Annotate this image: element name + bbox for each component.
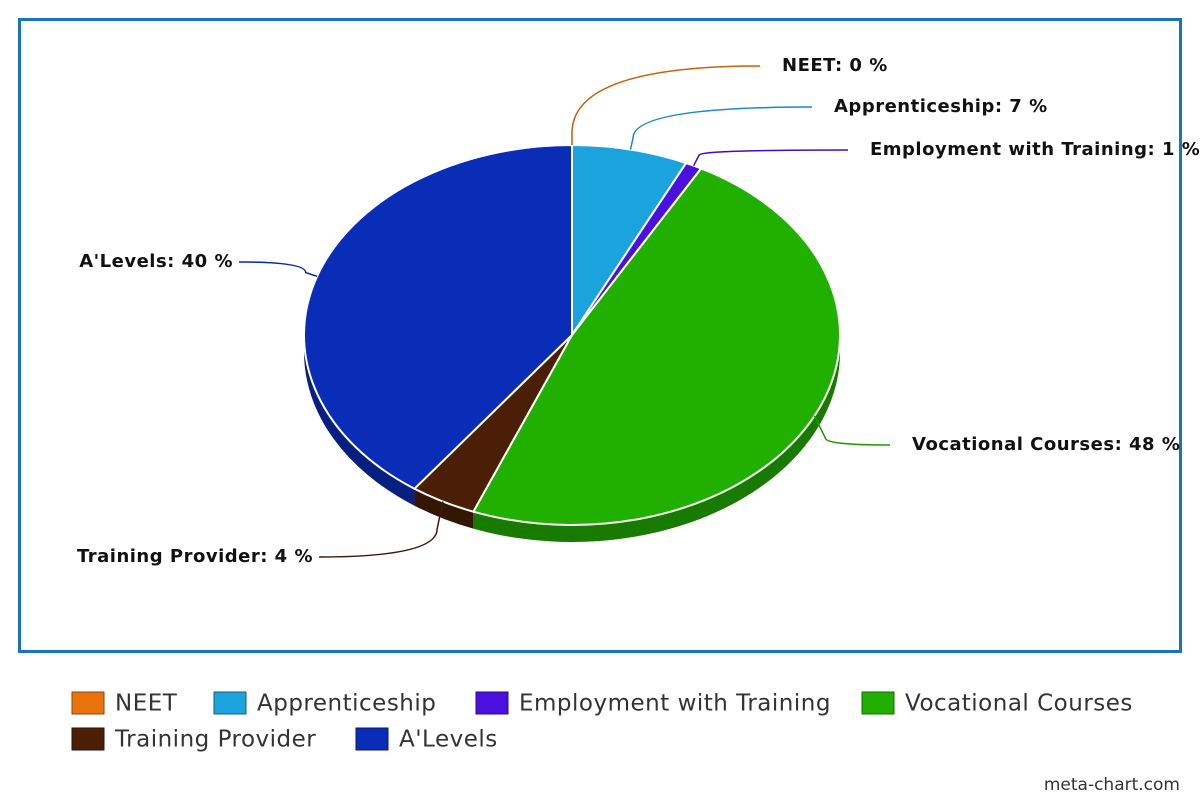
leader-line	[318, 501, 444, 558]
legend-swatch	[71, 691, 105, 715]
leader-line	[693, 149, 849, 167]
legend-label: Employment with Training	[519, 691, 831, 717]
pie-walls	[304, 335, 840, 542]
leader-line	[629, 106, 813, 150]
data-label: A'Levels: 40 %	[79, 251, 233, 272]
legend-label: NEET	[115, 691, 178, 717]
pie-wall	[414, 488, 474, 529]
data-label: Vocational Courses: 48 %	[912, 434, 1180, 455]
data-label: Apprenticeship: 7 %	[834, 96, 1048, 117]
leader-line	[238, 261, 318, 278]
legend-swatch	[213, 691, 247, 715]
pie-slice	[303, 143, 573, 490]
leader-line	[571, 65, 761, 145]
pie-wall	[304, 335, 415, 506]
data-label: Employment with Training: 1 %	[870, 139, 1200, 160]
data-label: Training Provider: 4 %	[77, 546, 313, 567]
legend-label: A'Levels	[399, 727, 498, 753]
legend-swatch	[475, 691, 509, 715]
leader-lines	[238, 65, 891, 558]
legend-swatch	[355, 727, 389, 751]
data-labels: NEET: 0 % Apprenticeship: 7 % Employment w…	[77, 55, 1200, 567]
legend-swatch	[861, 691, 895, 715]
credit: meta-chart.com	[1044, 775, 1180, 795]
legend-label: Apprenticeship	[257, 691, 436, 717]
pie-wall	[473, 335, 840, 542]
legend-label: Training Provider	[114, 727, 316, 753]
legend-swatch	[71, 727, 105, 751]
data-label: NEET: 0 %	[782, 55, 888, 76]
pie-slices	[303, 143, 841, 526]
leader-line	[813, 415, 891, 446]
legend-label: Vocational Courses	[905, 691, 1133, 717]
pie-slice	[571, 143, 688, 339]
